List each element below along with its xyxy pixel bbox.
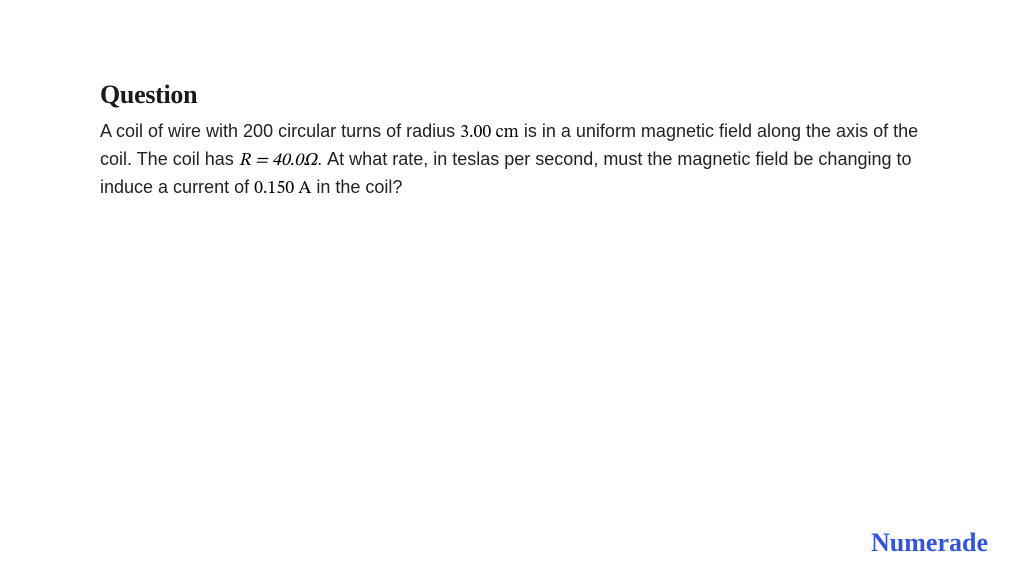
question-heading: Question — [100, 80, 924, 110]
brand-logo: Numerade — [871, 528, 988, 558]
body-part-1: A coil of wire with 200 circular turns o… — [100, 121, 460, 141]
math-resistance: R = 40.0Ω — [239, 152, 317, 170]
math-radius: 3.00 cm — [460, 124, 519, 142]
body-part-4: in the coil? — [311, 177, 402, 197]
math-current: 0.150 A — [254, 180, 311, 198]
question-body: A coil of wire with 200 circular turns o… — [100, 118, 924, 202]
page-container: Question A coil of wire with 200 circula… — [0, 0, 1024, 576]
